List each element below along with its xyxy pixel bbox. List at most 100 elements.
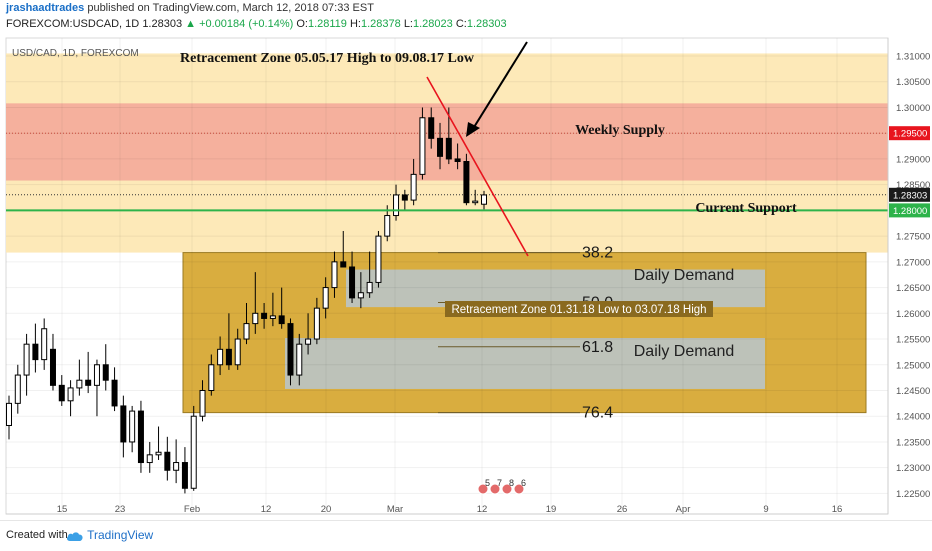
candle-body (305, 338, 312, 345)
economic-event-count: 7 (497, 478, 502, 488)
economic-event-count: 6 (521, 478, 526, 488)
candle-body (340, 261, 347, 268)
candle-body (23, 343, 30, 376)
candle-body (401, 194, 408, 201)
price-tick-label: 1.24000 (896, 412, 930, 423)
last-price: 1.28303 (142, 18, 183, 30)
time-tick-label: 15 (57, 504, 68, 515)
candle-body (58, 384, 65, 402)
candle-body (331, 261, 338, 289)
fib-label: 61.8 (582, 339, 613, 356)
high-value: 1.28378 (360, 18, 401, 30)
close-value: 1.28303 (466, 18, 507, 30)
daily-demand-lower-label: Daily Demand (634, 343, 734, 360)
author-link[interactable]: jrashaadtrades (6, 2, 85, 14)
candle-body (67, 387, 74, 402)
arrow-head (466, 122, 480, 137)
candle-body (234, 338, 241, 366)
candle-body (225, 348, 232, 366)
candle-body (269, 315, 276, 319)
close-label: C: (455, 18, 467, 30)
candle-body (454, 158, 461, 163)
candle-body (6, 402, 12, 426)
candle-body (155, 451, 162, 456)
candle-body (14, 374, 21, 404)
price-tick-label: 1.27500 (896, 232, 930, 243)
candle-body (349, 266, 356, 299)
candle-body (384, 215, 391, 237)
symbol: FOREXCOM:USDCAD, 1D (6, 18, 140, 30)
candle-body (129, 410, 136, 443)
candle-body (173, 462, 180, 471)
footer: Created with TradingView (0, 520, 932, 551)
candle-body (357, 292, 364, 299)
candle-body (181, 462, 188, 489)
price-axis[interactable]: 1.31000 1.30500 1.30000 1.29000 1.28500 1.275… (887, 38, 930, 514)
price-change: ▲ +0.00184 (+0.14%) (185, 18, 294, 30)
economic-event-icon (489, 483, 501, 495)
price-tick-label: 1.25000 (896, 360, 930, 371)
retracement-upper-label: Retracement Zone 05.05.17 High to 09.08.… (180, 51, 475, 66)
candle-body (437, 137, 444, 157)
price-tick-label: 1.30500 (896, 77, 930, 88)
time-tick-label: Mar (387, 504, 403, 515)
price-tag-bg (889, 203, 930, 218)
price-tick-label: 1.29000 (896, 154, 930, 165)
economic-event-icon (501, 483, 513, 495)
candles-layer (6, 107, 487, 494)
time-tick-label: 23 (115, 504, 126, 515)
price-tick-label: 1.23000 (896, 463, 930, 474)
candle-body (111, 379, 118, 407)
created-with: Created with (6, 529, 68, 541)
price-tick-label: 1.28500 (896, 180, 930, 191)
current-support-label: Current Support (695, 201, 797, 216)
price-tag-supply: 1.29500 (893, 129, 927, 140)
zones-layer (6, 53, 888, 414)
candle-body (287, 323, 294, 376)
time-tick-label: 19 (546, 504, 557, 515)
candle-body (49, 348, 56, 386)
brand-name: TradingView (87, 528, 154, 542)
publish-date: published on TradingView.com, March 12, … (87, 2, 374, 14)
price-tag-current: 1.28303 (893, 190, 927, 201)
price-tick-label: 1.24500 (896, 386, 930, 397)
candle-body (217, 348, 224, 366)
arrow-line (470, 41, 528, 133)
candle-body (208, 364, 215, 391)
candle-body (102, 364, 109, 381)
candle-body (296, 343, 303, 376)
daily-demand-upper-box (346, 269, 765, 308)
price-tick-label: 1.22500 (896, 489, 930, 500)
candle-body (199, 389, 206, 417)
price-tick-label: 1.31000 (896, 52, 930, 63)
fib-label: 76.4 (582, 405, 613, 422)
time-tick-label: 9 (763, 504, 768, 515)
candle-body (410, 173, 417, 201)
downtrend-line (426, 76, 529, 257)
open-label: O: (296, 18, 308, 30)
candle-body (190, 415, 197, 489)
economic-event-icon (477, 483, 489, 495)
price-tag-bg (889, 187, 930, 202)
time-tick-label: 12 (477, 504, 488, 515)
candle-body (278, 315, 285, 325)
low-label: L: (403, 18, 413, 30)
candle-body (32, 343, 39, 361)
price-tick-label: 1.23500 (896, 437, 930, 448)
economic-event-count: 8 (509, 478, 514, 488)
tradingview-logo[interactable]: TradingView (66, 528, 153, 542)
candle-body (137, 410, 144, 464)
price-tag-support: 1.28000 (893, 206, 927, 217)
price-tick-label: 1.25500 (896, 335, 930, 346)
cloud-icon (66, 532, 83, 541)
symbol-info: FOREXCOM:USDCAD, 1D 1.28303 ▲ +0.00184 (… (6, 18, 507, 30)
weekly-supply-label: Weekly Supply (575, 123, 665, 138)
economic-event-count: 5 (485, 478, 490, 488)
candle-body (85, 379, 92, 386)
candle-body (313, 307, 320, 340)
time-axis[interactable]: 15 23 Feb 12 20 Mar 12 19 26 Apr 9 16 (6, 504, 888, 515)
candle-body (76, 379, 83, 389)
price-tick-label: 1.26500 (896, 283, 930, 294)
